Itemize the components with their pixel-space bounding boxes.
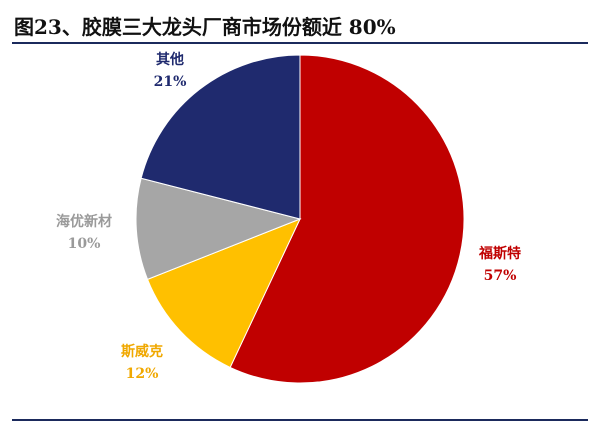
slice-other	[140, 54, 301, 220]
chart-title: 图23、胶膜三大龙头厂商市场份额近 80%	[14, 15, 396, 39]
slice-value-label: 57%	[484, 268, 517, 284]
bottom-divider	[12, 419, 588, 421]
slice-label: 其他	[156, 51, 184, 68]
slice-value-label: 10%	[68, 236, 101, 252]
slice-label: 福斯特	[478, 245, 521, 262]
slice-fost	[229, 54, 465, 384]
slice-haiyou	[135, 177, 302, 281]
slice-label: 海优新材	[56, 213, 112, 230]
title-divider	[12, 42, 588, 44]
slice-label: 斯威克	[121, 343, 163, 360]
slice-value-label: 21%	[154, 74, 187, 90]
slice-value-label: 12%	[126, 366, 159, 382]
slice-sveck	[146, 218, 301, 369]
